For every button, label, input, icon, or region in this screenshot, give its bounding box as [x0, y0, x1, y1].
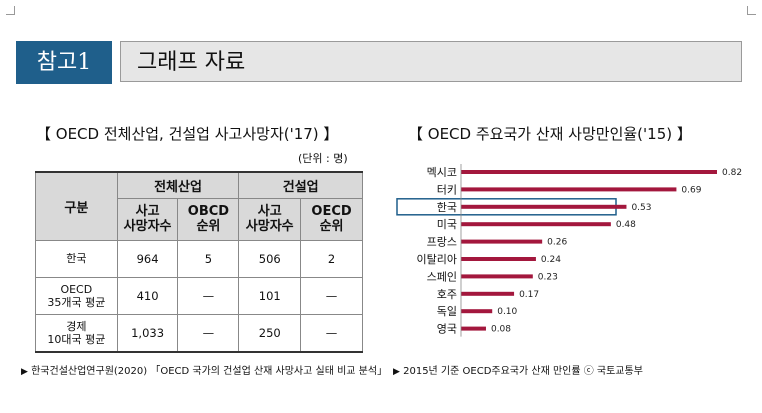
table-cell: 506: [238, 239, 302, 278]
data-label: 0.17: [519, 290, 539, 300]
table-cell: 101: [238, 276, 302, 315]
row-label: OECD 35개국 평균: [35, 276, 118, 315]
bar: [461, 239, 543, 244]
section-header: 참고1 그래프 자료: [16, 41, 744, 84]
table-row: 경제 10대국 평균 1,033 — 250 —: [35, 313, 363, 352]
triangle-bullet-icon: ▶: [393, 367, 400, 377]
fatality-table: 구분 전체산업 건설업 사고 사망자수 OBCD 순위 사고 사망자수 OECD…: [35, 171, 363, 353]
table-row: OECD 35개국 평균 410 — 101 —: [35, 276, 363, 315]
bar: [461, 170, 717, 174]
category-label: 영국: [437, 323, 457, 336]
data-label: 0.48: [616, 220, 636, 230]
table-cell: 5: [177, 239, 240, 278]
data-label: 0.08: [491, 325, 511, 335]
corner-mark-left: [6, 6, 15, 15]
chart-title: 【 OECD 주요국가 산재 사망만인율('15) 】: [408, 125, 692, 143]
table-row: 한국 964 5 506 2: [35, 239, 363, 278]
row-label: 경제 10대국 평균: [35, 313, 118, 352]
table-cell: —: [300, 276, 363, 315]
data-label: 0.10: [497, 307, 517, 317]
bar: [461, 274, 533, 279]
table-cell: 964: [116, 239, 179, 278]
bar: [461, 309, 493, 314]
table-cell: —: [177, 276, 240, 315]
bar: [461, 291, 515, 296]
col-group-all-industry: 전체산업: [116, 171, 240, 199]
category-label: 이탈리아: [417, 253, 457, 266]
category-label: 독일: [437, 304, 457, 318]
section-title: 그래프 자료: [120, 41, 742, 82]
data-label: 0.69: [681, 185, 701, 195]
sub-col-header: 사고 사망자수: [116, 197, 179, 241]
fatality-rate-chart: 멕시코 0.82 터키 0.69 한국 0.53 미국 0.48 프랑스 0.26 이탈리아 0.24…: [396, 164, 742, 337]
category-label: 미국: [437, 218, 457, 231]
source-text: 2015년 기준 OECD주요국가 산재 만인률 ⓒ 국토교통부: [403, 366, 643, 377]
unit-note: (단위 : 명): [298, 152, 348, 165]
source-note-left: ▶ 한국건설산업연구원(2020) 「OECD 국가의 건설업 산재 사망사고 …: [21, 362, 387, 377]
bar: [461, 204, 627, 209]
triangle-bullet-icon: ▶: [21, 367, 28, 377]
table-cell: 2: [300, 239, 363, 278]
table-cell: —: [300, 313, 363, 352]
category-label: 터키: [437, 183, 457, 196]
table-cell: 410: [116, 276, 179, 315]
sub-col-header: OECD 순위: [300, 197, 363, 241]
reference-label: 참고1: [16, 41, 112, 84]
category-label: 스페인: [427, 270, 457, 283]
table-cell: —: [177, 313, 240, 352]
sub-col-header: 사고 사망자수: [238, 197, 302, 241]
source-note-right: ▶ 2015년 기준 OECD주요국가 산재 만인률 ⓒ 국토교통부: [393, 362, 643, 377]
data-label: 0.24: [541, 255, 561, 265]
row-label: 한국: [35, 239, 118, 278]
bar: [461, 326, 486, 331]
category-label: 한국: [437, 201, 457, 214]
source-text: 한국건설산업연구원(2020) 「OECD 국가의 건설업 산재 사망사고 실태…: [31, 366, 388, 377]
col-group-construction: 건설업: [238, 171, 363, 199]
group-header: 구분: [35, 171, 118, 241]
table-title: 【 OECD 전체산업, 건설업 사고사망자('17) 】: [36, 125, 339, 143]
category-label: 프랑스: [427, 236, 457, 249]
bar: [461, 257, 536, 261]
data-label: 0.82: [722, 168, 742, 178]
table-cell: 250: [238, 313, 302, 352]
sub-col-header: OBCD 순위: [177, 197, 240, 241]
data-label: 0.23: [538, 272, 558, 282]
category-label: 멕시코: [427, 166, 457, 179]
table-cell: 1,033: [116, 313, 179, 352]
bar: [461, 187, 677, 192]
bar: [461, 222, 611, 227]
data-label: 0.26: [547, 238, 567, 248]
data-label: 0.53: [631, 203, 651, 213]
corner-mark-right: [747, 6, 756, 15]
category-label: 호주: [437, 288, 457, 301]
